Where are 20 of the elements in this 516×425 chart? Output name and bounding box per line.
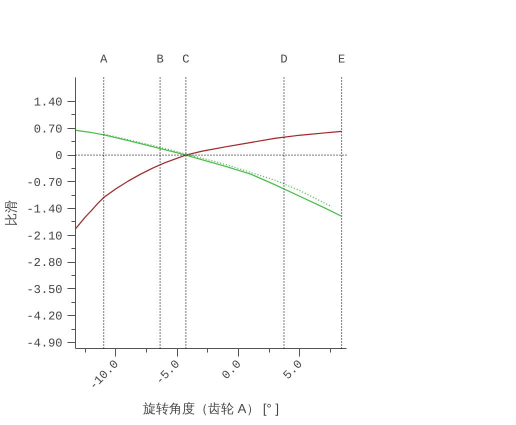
y-tick-label: 0 (55, 149, 62, 164)
y-tick-label: 0.70 (34, 122, 63, 136)
x-axis-title: 旋转角度（齿轮 A） [° ] (143, 400, 279, 416)
ref-line-label: B (156, 52, 164, 66)
y-tick-label: -2.10 (26, 229, 63, 244)
x-tick-label: 5.0 (280, 357, 306, 383)
y-tick-label: -1.40 (26, 202, 63, 217)
y-tick-label: -0.70 (26, 176, 63, 190)
ref-line-label: C (182, 52, 190, 66)
ref-line-label: D (280, 52, 288, 66)
y-tick-label: -2.80 (26, 256, 63, 270)
ref-line-label: A (100, 52, 108, 66)
y-tick-label: 1.40 (34, 96, 63, 110)
line-series (103, 133, 332, 208)
y-tick-label: -4.20 (26, 310, 63, 324)
x-tick-label: 0.0 (219, 357, 244, 383)
ref-line-label: E (338, 52, 346, 66)
y-axis-title: 比滑 (3, 200, 18, 226)
y-tick-label: -3.50 (26, 282, 63, 297)
y-tick-label: -4.90 (26, 336, 63, 350)
